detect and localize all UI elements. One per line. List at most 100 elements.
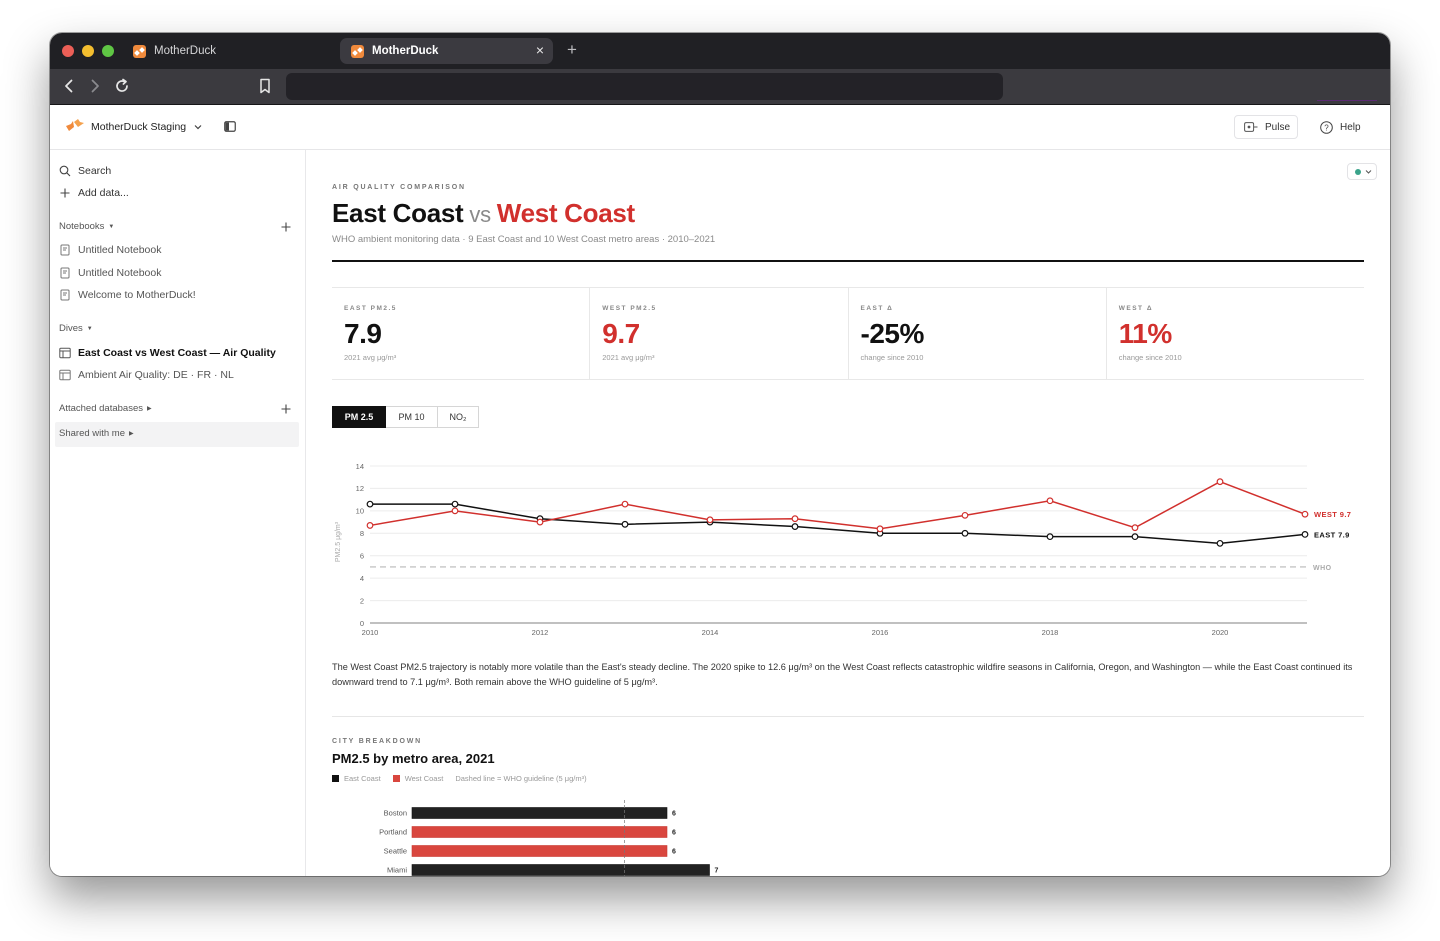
- tab-title: MotherDuck: [154, 45, 216, 57]
- shared-with-me-row[interactable]: [55, 422, 299, 447]
- data-point[interactable]: [1216, 539, 1224, 547]
- shared-with-me-label: Shared with me: [59, 428, 126, 439]
- toggle-no2[interactable]: NO₂: [438, 406, 479, 428]
- workspace-name[interactable]: MotherDuck Staging: [91, 121, 187, 133]
- bar[interactable]: [411, 864, 710, 876]
- x-tick-label: 2010: [362, 628, 379, 637]
- browser-tab-active[interactable]: MotherDuck ×: [340, 38, 553, 64]
- data-point[interactable]: [1216, 478, 1224, 486]
- new-tab-icon[interactable]: +: [567, 40, 577, 59]
- address-bar[interactable]: [286, 73, 1003, 100]
- back-arrow-icon[interactable]: [60, 77, 78, 95]
- kpi-east-pm25: EAST PM2.5 7.9 2021 avg μg/m³: [332, 288, 591, 379]
- data-point[interactable]: [621, 500, 629, 508]
- data-point[interactable]: [366, 522, 374, 529]
- toggle-pm10[interactable]: PM 10: [386, 406, 438, 428]
- notebook-title: Untitled Notebook: [78, 244, 162, 256]
- dive-content: AIR QUALITY COMPARISON East Coast vs West …: [306, 150, 1390, 876]
- sidebar-item-dive[interactable]: Ambient Air Quality: DE · FR · NL: [50, 366, 300, 384]
- pulse-button[interactable]: Pulse: [1234, 115, 1298, 139]
- sidebar: Search Add data... Notebooks ▼ Untitled N…: [50, 150, 306, 876]
- bar[interactable]: [411, 826, 668, 838]
- kpi-west-pm25: WEST PM2.5 9.7 2021 avg μg/m³: [590, 288, 849, 379]
- pulse-icon: [1244, 122, 1258, 132]
- data-point[interactable]: [961, 511, 969, 519]
- close-tab-icon[interactable]: ×: [535, 42, 544, 58]
- dives-section-header[interactable]: Dives ▼: [59, 321, 93, 337]
- sidebar-item-notebook[interactable]: Untitled Notebook: [50, 264, 300, 282]
- chevron-down-icon[interactable]: [193, 123, 203, 131]
- status-dot: [1355, 169, 1361, 175]
- breakdown-eyebrow: CITY BREAKDOWN: [332, 738, 423, 745]
- status-dropdown[interactable]: [1347, 163, 1377, 180]
- sidebar-search[interactable]: Search: [50, 162, 300, 180]
- bar[interactable]: [411, 807, 668, 819]
- data-point[interactable]: [536, 518, 544, 526]
- forward-arrow-icon[interactable]: [86, 77, 104, 95]
- shared-with-me-header[interactable]: Shared with me ▶: [59, 426, 134, 442]
- data-point[interactable]: [961, 529, 969, 537]
- add-notebook-icon[interactable]: [280, 221, 292, 233]
- x-tick-label: 2018: [1042, 628, 1059, 637]
- data-point[interactable]: [1046, 533, 1054, 541]
- minimize-window-icon[interactable]: [82, 45, 94, 57]
- bar[interactable]: [411, 845, 668, 857]
- dive-eyebrow: AIR QUALITY COMPARISON: [332, 184, 466, 191]
- data-point[interactable]: [366, 500, 374, 508]
- search-icon: [59, 165, 71, 177]
- sidebar-item-notebook[interactable]: Untitled Notebook: [50, 241, 300, 259]
- sidebar-item-dive-active[interactable]: East Coast vs West Coast — Air Quality: [50, 344, 300, 362]
- data-point[interactable]: [1301, 531, 1309, 538]
- data-point[interactable]: [1046, 497, 1054, 505]
- data-point[interactable]: [451, 500, 459, 508]
- reload-icon[interactable]: [113, 77, 131, 95]
- data-point[interactable]: [1131, 524, 1139, 532]
- kpi-value: 11%: [1118, 318, 1173, 349]
- tab-title: MotherDuck: [372, 45, 439, 57]
- add-data-label: Add data...: [78, 187, 129, 199]
- legend-note: Dashed line = WHO guideline (5 μg/m³): [455, 773, 587, 783]
- motherduck-favicon: [133, 44, 146, 58]
- data-point[interactable]: [791, 515, 799, 523]
- x-tick-label: 2020: [1212, 628, 1229, 637]
- data-point[interactable]: [1301, 510, 1309, 518]
- series-line-east: [370, 503, 1306, 545]
- help-button[interactable]: ? Help: [1320, 115, 1361, 139]
- bar-category-label: Miami: [387, 866, 407, 875]
- bar-value-label: 7: [715, 868, 719, 875]
- data-point[interactable]: [1131, 533, 1139, 541]
- maximize-window-icon[interactable]: [102, 45, 114, 57]
- data-point[interactable]: [791, 523, 799, 530]
- data-point[interactable]: [876, 525, 884, 533]
- data-point[interactable]: [451, 507, 459, 515]
- data-point[interactable]: [706, 516, 714, 524]
- attached-databases-header[interactable]: Attached databases ▶: [59, 401, 152, 417]
- browser-tab[interactable]: MotherDuck: [133, 38, 323, 64]
- kpi-label: WEST PM2.5: [602, 305, 657, 312]
- breakdown-title: PM2.5 by metro area, 2021: [332, 751, 495, 766]
- toggle-pm25[interactable]: PM 2.5: [332, 406, 386, 428]
- y-tick-label: 14: [356, 462, 364, 471]
- browser-toolbar: [50, 69, 1390, 105]
- motherduck-favicon: [351, 44, 364, 58]
- plus-icon: [60, 188, 70, 198]
- sidebar-toggle-icon[interactable]: [224, 121, 236, 132]
- notebooks-section-header[interactable]: Notebooks ▼: [59, 219, 114, 235]
- close-window-icon[interactable]: [62, 45, 74, 57]
- kpi-sub: 2021 avg μg/m³: [344, 353, 397, 362]
- sidebar-item-notebook[interactable]: Welcome to MotherDuck!: [50, 286, 300, 304]
- add-database-icon[interactable]: [280, 403, 292, 415]
- bar-category-label: Seattle: [384, 847, 407, 856]
- kpi-sub: change since 2010: [860, 353, 924, 362]
- pulse-label: Pulse: [1265, 121, 1291, 133]
- help-label: Help: [1340, 121, 1361, 133]
- bookmark-icon[interactable]: [256, 77, 274, 95]
- kpi-sub: 2021 avg μg/m³: [602, 353, 655, 362]
- bar-category-label: Boston: [384, 809, 407, 818]
- kpi-east-delta: EAST Δ -25% change since 2010: [849, 288, 1107, 379]
- bar-chart-legend: East Coast West Coast Dashed line = WHO …: [332, 773, 599, 783]
- data-point[interactable]: [621, 520, 629, 528]
- sidebar-add-data[interactable]: Add data...: [50, 184, 300, 202]
- bar-category-label: Portland: [379, 828, 407, 837]
- kpi-value: 9.7: [602, 318, 640, 349]
